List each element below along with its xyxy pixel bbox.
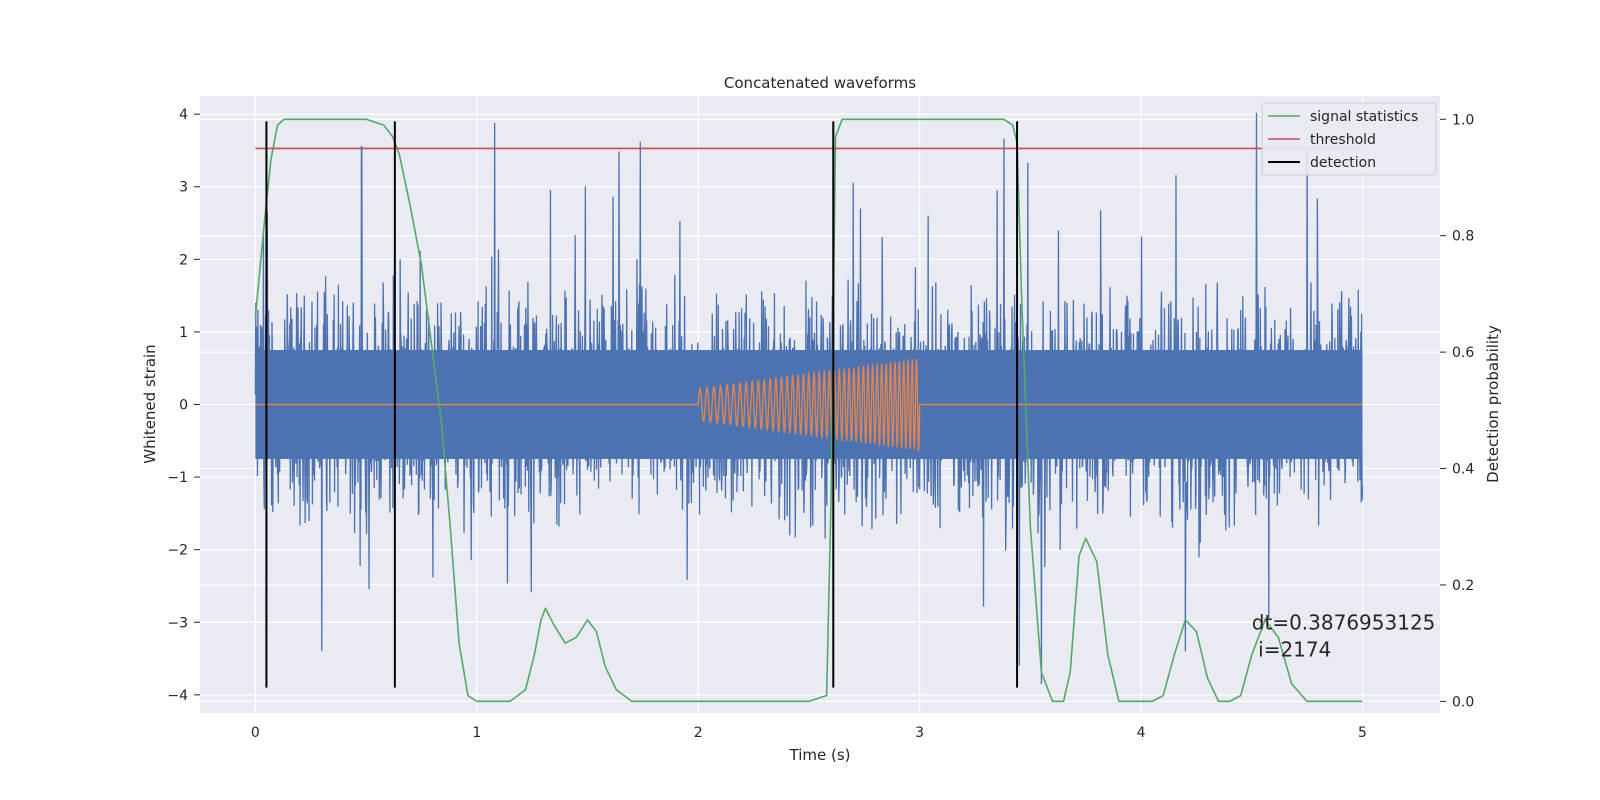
y-tick-label: 3 bbox=[179, 180, 188, 196]
chart-title: Concatenated waveforms bbox=[724, 74, 916, 92]
legend-label-detection: detection bbox=[1310, 155, 1376, 171]
y-tick-label: −2 bbox=[167, 543, 188, 559]
right-tick-label: 0.4 bbox=[1452, 462, 1474, 478]
x-tick-label: 1 bbox=[472, 725, 481, 741]
y-tick-label: 2 bbox=[179, 252, 188, 268]
x-tick-label: 4 bbox=[1137, 725, 1146, 741]
right-tick-label: 1.0 bbox=[1452, 112, 1474, 128]
x-tick-label: 0 bbox=[251, 725, 260, 741]
legend-label-signal-statistics: signal statistics bbox=[1310, 109, 1418, 125]
y-tick-label: 1 bbox=[179, 325, 188, 341]
right-tick-label: 0.2 bbox=[1452, 578, 1474, 594]
y-axis-label: Whitened strain bbox=[141, 344, 159, 463]
y-tick-label: −1 bbox=[167, 470, 188, 486]
y-tick-label: −4 bbox=[167, 688, 188, 704]
plot-area bbox=[254, 112, 1364, 703]
x-tick-label: 3 bbox=[915, 725, 924, 741]
x-tick-label: 5 bbox=[1358, 725, 1367, 741]
ticks: 0 1 2 3 4 5 −4 −3 −2 −1 0 1 2 3 4 0.0 0.2 0.4 0.6 0.8 1.0 bbox=[167, 107, 1474, 741]
y-tick-label: 4 bbox=[179, 107, 188, 123]
x-tick-label: 2 bbox=[694, 725, 703, 741]
y-tick-label: 0 bbox=[179, 398, 188, 414]
legend-label-threshold: threshold bbox=[1310, 132, 1376, 148]
legend-box bbox=[1261, 102, 1437, 176]
right-tick-label: 0.0 bbox=[1452, 694, 1474, 710]
right-y-axis-label: Detection probability bbox=[1484, 325, 1502, 483]
x-axis-label: Time (s) bbox=[789, 746, 851, 764]
injected-signal-line bbox=[255, 357, 1363, 453]
y-tick-label: −3 bbox=[167, 615, 188, 631]
right-tick-label: 0.6 bbox=[1452, 345, 1474, 361]
right-tick-label: 0.8 bbox=[1452, 229, 1474, 245]
legend: signal statistics threshold detection bbox=[1261, 102, 1437, 176]
annotation-index: i=2174 bbox=[1252, 637, 1332, 661]
annotation-dt: dt=0.3876953125 bbox=[1252, 610, 1436, 634]
